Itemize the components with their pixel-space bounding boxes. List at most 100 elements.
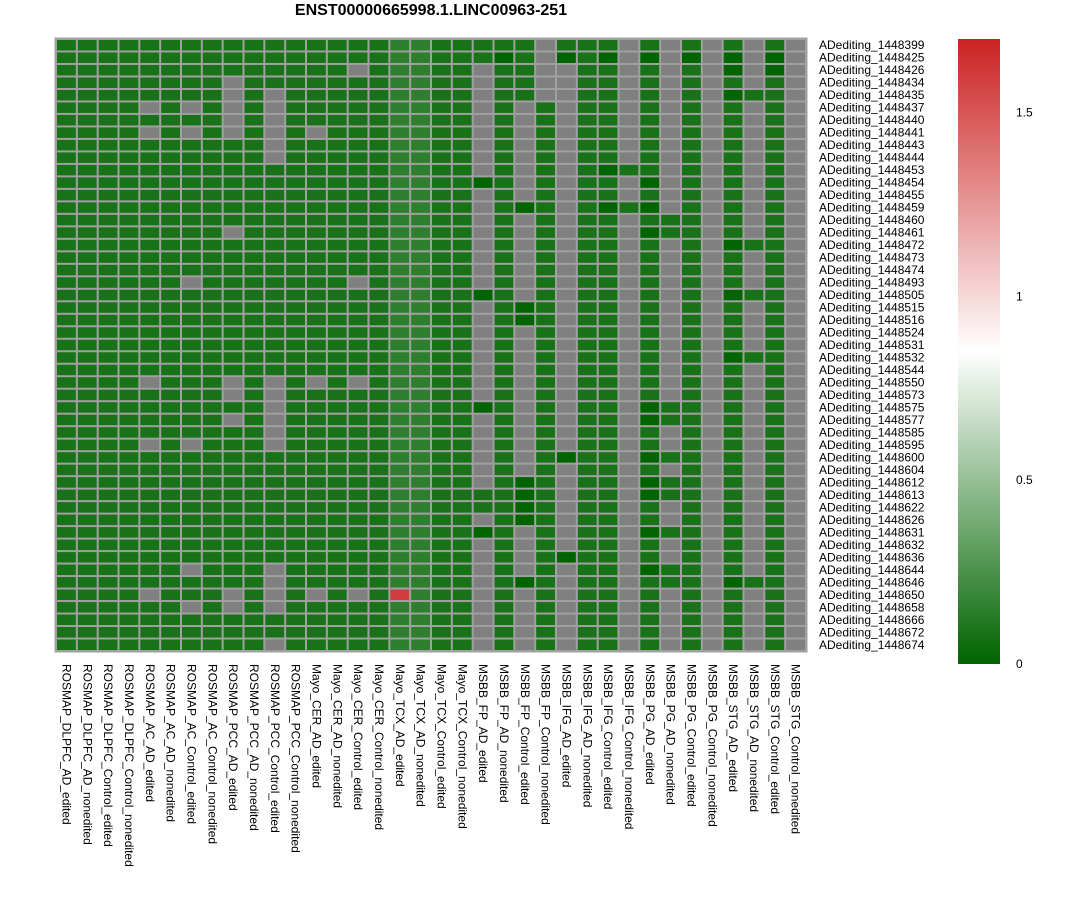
- heatmap-cell: [369, 327, 389, 338]
- heatmap-cell: [390, 589, 410, 601]
- heatmap-cell: [494, 377, 514, 388]
- heatmap-cell: [598, 177, 618, 188]
- heatmap-cell: [161, 52, 180, 63]
- heatmap-cell: [223, 489, 243, 501]
- heatmap-cell: [307, 577, 326, 588]
- heatmap-cell: [390, 339, 410, 351]
- row-label: ADediting_1448460: [819, 213, 925, 227]
- row-label: ADediting_1448441: [819, 126, 925, 140]
- heatmap-cell: [744, 214, 764, 226]
- heatmap-cell: [536, 64, 555, 76]
- heatmap-cell: [202, 552, 222, 563]
- heatmap-cell: [473, 602, 493, 613]
- heatmap-cell: [57, 602, 76, 613]
- heatmap-cell: [286, 527, 305, 538]
- heatmap-cell: [640, 502, 660, 513]
- heatmap-cell: [661, 352, 680, 363]
- heatmap-cell: [77, 502, 97, 513]
- heatmap-cell: [661, 552, 680, 563]
- heatmap-cell: [682, 364, 701, 376]
- heatmap-cell: [369, 239, 389, 251]
- heatmap-cell: [723, 102, 743, 113]
- heatmap-cell: [140, 477, 160, 488]
- heatmap-cell: [57, 614, 76, 626]
- heatmap-cell: [744, 614, 764, 626]
- heatmap-cell: [661, 227, 680, 238]
- heatmap-cell: [765, 514, 785, 526]
- row-label: ADediting_1448666: [819, 613, 925, 627]
- heatmap-cell: [390, 639, 410, 650]
- heatmap-cell: [98, 514, 118, 526]
- heatmap-cell: [182, 189, 201, 201]
- heatmap-cell: [182, 514, 201, 526]
- heatmap-cell: [390, 202, 410, 213]
- heatmap-cell: [702, 502, 722, 513]
- heatmap-cell: [619, 89, 639, 101]
- heatmap-cell: [765, 52, 785, 63]
- heatmap-cell: [119, 464, 139, 476]
- heatmap-cell: [98, 527, 118, 538]
- column-label: ROSMAP_AC_Control_edited: [184, 664, 198, 824]
- heatmap-cell: [577, 402, 597, 413]
- heatmap-cell: [557, 552, 576, 563]
- heatmap-cell: [557, 102, 576, 113]
- heatmap-cell: [369, 564, 389, 576]
- heatmap-cell: [244, 489, 264, 501]
- row-label: ADediting_1448444: [819, 151, 925, 165]
- heatmap-cell: [661, 289, 680, 301]
- heatmap-cell: [515, 602, 535, 613]
- heatmap-cell: [577, 627, 597, 638]
- heatmap-cell: [182, 52, 201, 63]
- column-label: MSBB_IFG_Control_nonedited: [622, 664, 636, 829]
- heatmap-cell: [640, 414, 660, 426]
- heatmap-cell: [411, 402, 430, 413]
- heatmap-cell: [452, 514, 472, 526]
- heatmap-cell: [557, 114, 576, 126]
- heatmap-cell: [515, 427, 535, 438]
- heatmap-cell: [744, 552, 764, 563]
- heatmap-cell: [577, 114, 597, 126]
- heatmap-cell: [77, 589, 97, 601]
- heatmap-cell: [140, 127, 160, 138]
- heatmap-cell: [786, 152, 805, 163]
- heatmap-cell: [744, 177, 764, 188]
- heatmap-cell: [557, 502, 576, 513]
- heatmap-cell: [744, 489, 764, 501]
- column-label: MSBB_IFG_AD_nonedited: [580, 664, 594, 807]
- heatmap-cell: [307, 314, 326, 326]
- heatmap-cell: [57, 527, 76, 538]
- heatmap-cell: [202, 289, 222, 301]
- heatmap-cell: [307, 289, 326, 301]
- heatmap-cell: [640, 564, 660, 576]
- heatmap-cell: [202, 52, 222, 63]
- heatmap-cell: [223, 452, 243, 463]
- heatmap-cell: [432, 102, 451, 113]
- heatmap-cell: [515, 564, 535, 576]
- heatmap-cell: [223, 40, 243, 51]
- heatmap-cell: [682, 314, 701, 326]
- heatmap-cell: [77, 189, 97, 201]
- heatmap-cell: [411, 327, 430, 338]
- heatmap-cell: [536, 577, 555, 588]
- row-label: ADediting_1448612: [819, 475, 925, 489]
- heatmap-cell: [57, 214, 76, 226]
- heatmap-cell: [536, 339, 555, 351]
- heatmap-cell: [77, 627, 97, 638]
- heatmap-cell: [640, 202, 660, 213]
- heatmap-cell: [327, 514, 347, 526]
- heatmap-cell: [202, 127, 222, 138]
- heatmap-cell: [202, 589, 222, 601]
- heatmap-cell: [411, 552, 430, 563]
- heatmap-cell: [119, 89, 139, 101]
- heatmap-cell: [744, 202, 764, 213]
- heatmap-cell: [390, 40, 410, 51]
- heatmap-cell: [411, 277, 430, 288]
- heatmap-cell: [473, 352, 493, 363]
- row-label: ADediting_1448595: [819, 438, 925, 452]
- row-label: ADediting_1448622: [819, 500, 925, 514]
- heatmap-cell: [536, 177, 555, 188]
- heatmap-cell: [244, 314, 264, 326]
- heatmap-cell: [119, 364, 139, 376]
- heatmap-cell: [432, 89, 451, 101]
- heatmap-cell: [452, 252, 472, 263]
